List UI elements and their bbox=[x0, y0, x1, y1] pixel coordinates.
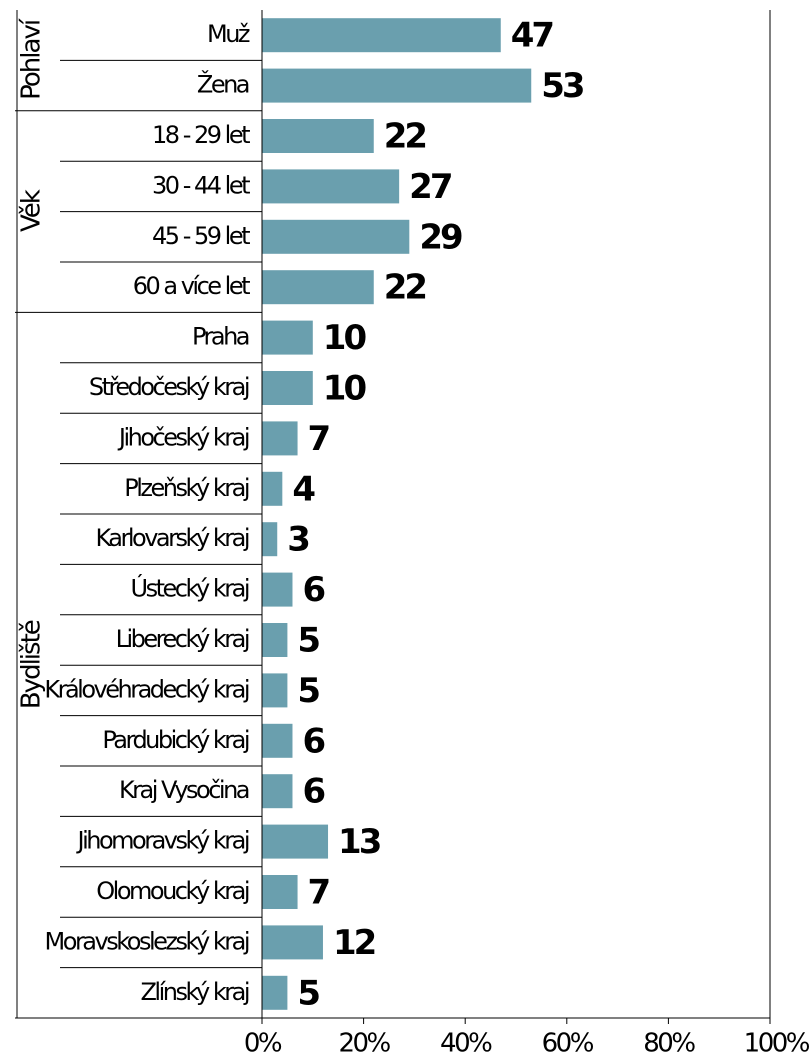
bar bbox=[262, 723, 293, 758]
category-label: Olomoucký kraj bbox=[96, 877, 249, 905]
x-tick-label: 80% bbox=[643, 1029, 695, 1058]
bar bbox=[262, 421, 298, 456]
x-tick-label: 60% bbox=[542, 1029, 594, 1058]
value-label: 6 bbox=[302, 721, 324, 761]
x-tick-label: 100% bbox=[744, 1029, 810, 1058]
bar bbox=[262, 774, 293, 809]
x-tick-label: 40% bbox=[440, 1029, 492, 1058]
value-label: 10 bbox=[323, 318, 367, 358]
bar bbox=[262, 18, 501, 53]
category-label: 60 a více let bbox=[133, 272, 250, 300]
group-label: Věk bbox=[17, 189, 47, 232]
value-label: 5 bbox=[297, 621, 319, 661]
value-label: 53 bbox=[541, 66, 583, 106]
category-label: Ústecký kraj bbox=[131, 573, 249, 603]
value-label: 7 bbox=[308, 419, 329, 459]
bar bbox=[262, 623, 288, 657]
value-label: 47 bbox=[511, 16, 553, 56]
value-label: 22 bbox=[384, 117, 426, 157]
value-label: 29 bbox=[419, 217, 462, 257]
value-label: 5 bbox=[297, 671, 319, 711]
category-label: Středočeský kraj bbox=[89, 373, 249, 401]
value-label: 12 bbox=[333, 923, 375, 963]
category-label: 18 - 29 let bbox=[152, 121, 250, 149]
bar bbox=[262, 673, 288, 708]
value-label: 3 bbox=[287, 520, 308, 560]
category-label: Karlovarský kraj bbox=[95, 524, 248, 552]
bar bbox=[262, 522, 278, 557]
category-label: Kraj Vysočina bbox=[119, 776, 249, 804]
value-label: 6 bbox=[302, 570, 324, 610]
category-label: 45 - 59 let bbox=[152, 222, 250, 250]
category-label: Žena bbox=[197, 70, 249, 99]
bar bbox=[262, 219, 410, 254]
group-label: Pohlaví bbox=[17, 18, 47, 100]
value-label: 7 bbox=[308, 873, 329, 913]
bar bbox=[262, 270, 374, 305]
bar bbox=[262, 875, 298, 909]
value-label: 5 bbox=[297, 973, 319, 1013]
value-label: 13 bbox=[338, 822, 380, 862]
category-label: Pardubický kraj bbox=[102, 726, 248, 754]
category-label: Zlínský kraj bbox=[140, 978, 248, 1006]
x-tick-label: 0% bbox=[244, 1029, 282, 1058]
category-label: Královéhradecký kraj bbox=[44, 675, 248, 703]
bar bbox=[262, 925, 323, 960]
x-tick-label: 20% bbox=[338, 1029, 390, 1058]
bar bbox=[262, 119, 374, 153]
category-label: 30 - 44 let bbox=[152, 171, 250, 199]
bar bbox=[262, 320, 313, 355]
category-label: Jihomoravský kraj bbox=[76, 827, 249, 855]
bar bbox=[262, 572, 293, 607]
value-label: 22 bbox=[384, 268, 426, 308]
bar bbox=[262, 975, 288, 1010]
bar bbox=[262, 371, 313, 405]
category-label: Jihočeský kraj bbox=[117, 423, 249, 451]
category-label: Liberecký kraj bbox=[116, 625, 249, 653]
category-label: Plzeňský kraj bbox=[124, 474, 249, 502]
category-label: Moravskoslezský kraj bbox=[45, 927, 249, 955]
bar bbox=[262, 824, 329, 859]
value-label: 4 bbox=[292, 469, 315, 509]
value-label: 6 bbox=[302, 772, 324, 812]
category-label: Muž bbox=[207, 20, 250, 48]
bar bbox=[262, 68, 532, 103]
group-label: Bydliště bbox=[17, 620, 47, 709]
category-label: Praha bbox=[192, 323, 249, 351]
value-label: 10 bbox=[323, 369, 367, 409]
bar bbox=[262, 471, 283, 506]
value-label: 27 bbox=[409, 167, 451, 207]
bar bbox=[262, 169, 400, 204]
